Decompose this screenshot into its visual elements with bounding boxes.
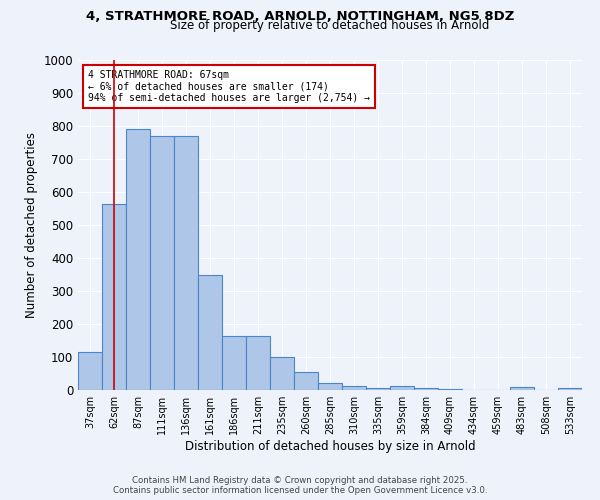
Bar (174, 136, 198, 390)
Bar (78, 352, 102, 390)
Bar (318, 384, 342, 390)
Bar (510, 386, 534, 390)
Text: 4 STRATHMORE ROAD: 67sqm
← 6% of detached houses are smaller (174)
94% of semi-d: 4 STRATHMORE ROAD: 67sqm ← 6% of detache… (88, 70, 370, 103)
Bar (126, 130, 150, 390)
Bar (342, 386, 366, 390)
Bar (390, 386, 414, 390)
Bar (222, 336, 246, 390)
Text: 4, STRATHMORE ROAD, ARNOLD, NOTTINGHAM, NG5 8DZ: 4, STRATHMORE ROAD, ARNOLD, NOTTINGHAM, … (86, 10, 514, 23)
Bar (270, 357, 294, 390)
Bar (414, 388, 438, 390)
Bar (558, 388, 582, 390)
Y-axis label: Number of detached properties: Number of detached properties (25, 132, 38, 318)
Bar (294, 372, 318, 390)
Text: Contains HM Land Registry data © Crown copyright and database right 2025.
Contai: Contains HM Land Registry data © Crown c… (113, 476, 487, 495)
X-axis label: Distribution of detached houses by size in Arnold: Distribution of detached houses by size … (185, 440, 475, 453)
Bar (102, 204, 126, 390)
Bar (150, 136, 174, 390)
Bar (198, 274, 222, 390)
Bar (246, 336, 270, 390)
Title: Size of property relative to detached houses in Arnold: Size of property relative to detached ho… (170, 20, 490, 32)
Bar (366, 388, 390, 390)
